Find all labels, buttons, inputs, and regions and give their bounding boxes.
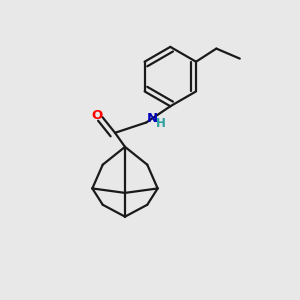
Text: H: H: [156, 117, 166, 130]
Text: O: O: [91, 109, 103, 122]
Text: N: N: [146, 112, 158, 125]
